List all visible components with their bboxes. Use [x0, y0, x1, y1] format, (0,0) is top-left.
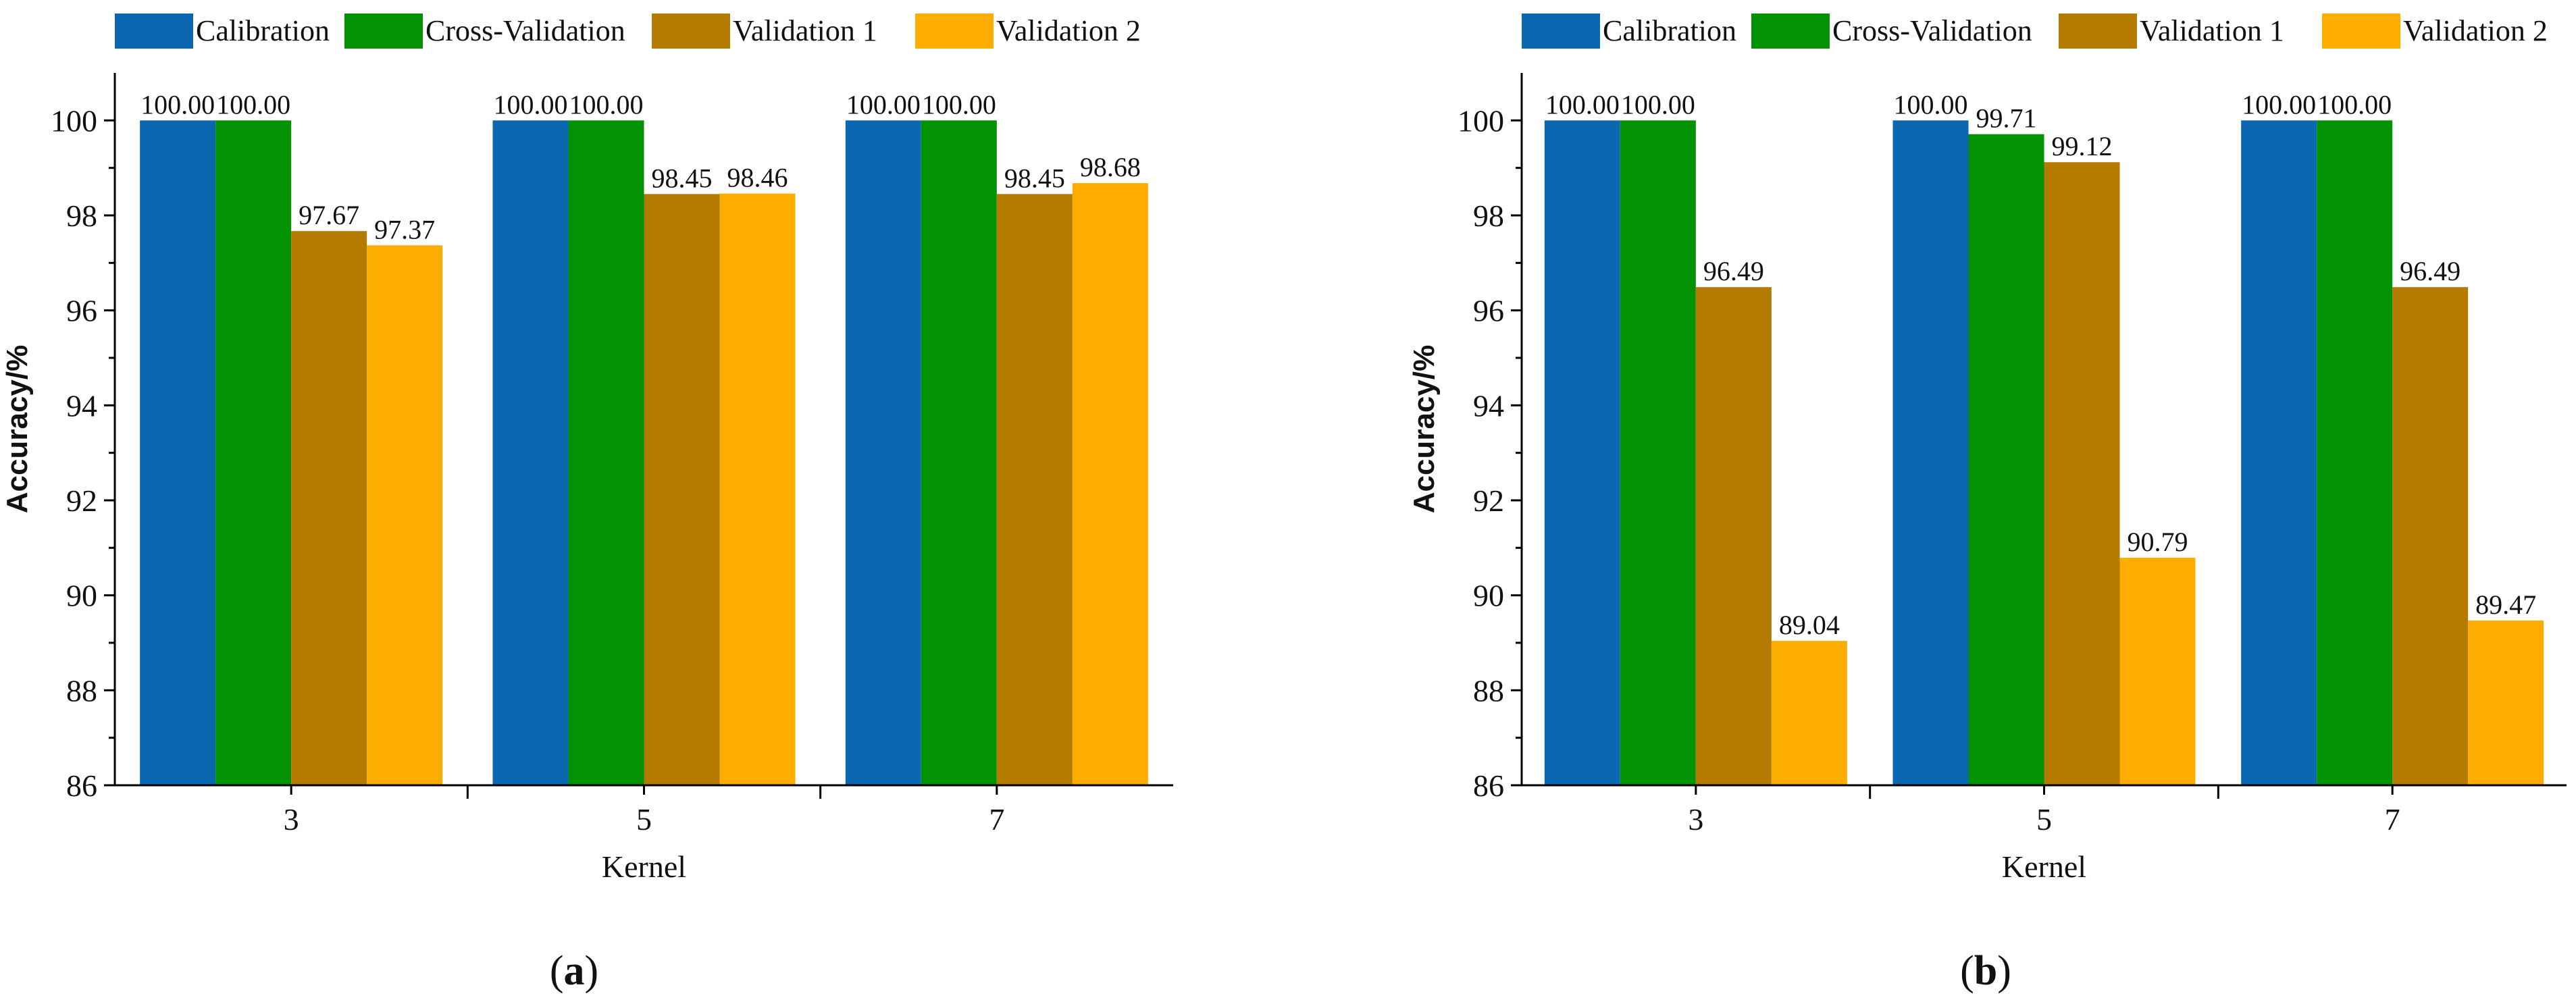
bar-data-label: 99.12 [2052, 131, 2113, 161]
legend-swatch [1751, 14, 1830, 49]
bar-data-label: 98.45 [1004, 163, 1065, 193]
y-tick-label: 92 [1473, 483, 1504, 518]
y-tick-label: 98 [1473, 199, 1504, 233]
x-tick-label: 5 [636, 802, 652, 837]
bar-data-label: 100.00 [1621, 89, 1695, 120]
bar-data-label: 96.49 [1703, 256, 1764, 286]
bar [1072, 183, 1148, 785]
bar-data-label: 100.00 [846, 89, 921, 120]
legend-swatch [115, 14, 193, 49]
bar [367, 245, 443, 785]
y-axis-title: Accuracy/% [1408, 345, 1441, 513]
bar [140, 120, 216, 786]
legend-swatch [2322, 14, 2400, 49]
panel-caption-letter: b [1974, 948, 1997, 994]
bar-data-label: 100.00 [2242, 89, 2316, 120]
panel-caption: (b) [1960, 948, 2011, 994]
legend-swatch [652, 14, 730, 49]
y-tick-label: 88 [1473, 673, 1504, 708]
x-tick-label: 7 [989, 802, 1004, 837]
x-tick-label: 3 [284, 802, 299, 837]
y-tick-label: 98 [66, 199, 97, 233]
chart-panel-a: Calibration Cross-Validation Validation 1 V… [1, 14, 1173, 994]
bar-data-label: 99.71 [1976, 103, 2037, 134]
legend-label: Cross-Validation [1832, 14, 2032, 47]
panel-caption-letter: a [564, 948, 585, 994]
y-tick-label: 94 [1473, 388, 1504, 423]
bar-data-label: 100.00 [1545, 89, 1620, 120]
bar-data-label: 97.67 [299, 200, 359, 230]
bar [1892, 120, 1969, 786]
bar [2317, 120, 2393, 786]
bar-data-label: 100.00 [140, 89, 215, 120]
bar [1968, 134, 2044, 786]
bar [2241, 120, 2317, 786]
bar-data-label: 97.37 [374, 214, 435, 244]
legend-label: Validation 1 [733, 14, 877, 47]
bar [2468, 620, 2544, 785]
y-tick-label: 96 [66, 294, 97, 328]
legend-swatch [1522, 14, 1600, 49]
bar [2119, 558, 2196, 785]
y-tick-label: 90 [66, 579, 97, 613]
bar [2392, 287, 2469, 785]
bar [291, 231, 367, 786]
y-tick-label: 96 [1473, 294, 1504, 328]
bar-data-label: 98.68 [1080, 152, 1141, 182]
y-tick-label: 86 [66, 768, 97, 803]
bar [492, 120, 569, 786]
legend-swatch [344, 14, 423, 49]
bar [1771, 641, 1847, 785]
y-axis-title: Accuracy/% [1, 345, 34, 513]
x-tick-label: 5 [2036, 802, 2052, 837]
bar-data-label: 100.00 [2317, 89, 2392, 120]
x-axis-title: Kernel [2002, 849, 2086, 884]
bar [644, 194, 720, 786]
panel-caption: (a) [550, 948, 598, 994]
bar-data-label: 98.45 [652, 163, 713, 193]
x-axis-title: Kernel [602, 849, 686, 884]
chart-panel-b: Calibration Cross-Validation Validation 1 V… [1408, 14, 2567, 994]
bar-data-label: 100.00 [1894, 89, 1968, 120]
bar [568, 120, 644, 786]
y-tick-label: 100 [51, 103, 97, 138]
x-tick-label: 7 [2385, 802, 2400, 837]
bar [996, 194, 1073, 786]
y-tick-label: 94 [66, 388, 97, 423]
legend-label: Cross-Validation [426, 14, 625, 47]
legend-swatch [2059, 14, 2137, 49]
bar [1695, 287, 1772, 785]
bar [1620, 120, 1696, 786]
bar-data-label: 100.00 [494, 89, 568, 120]
y-tick-label: 90 [1473, 579, 1504, 613]
bar [719, 193, 796, 785]
x-tick-label: 3 [1688, 802, 1703, 837]
legend-swatch [915, 14, 994, 49]
bar-data-label: 100.00 [216, 89, 290, 120]
y-tick-label: 86 [1473, 768, 1504, 803]
legend-label: Validation 2 [2403, 14, 2548, 47]
bar-data-label: 96.49 [2400, 256, 2461, 286]
bar-data-label: 98.46 [727, 163, 788, 193]
legend-label: Validation 2 [996, 14, 1141, 47]
y-tick-label: 88 [66, 673, 97, 708]
y-tick-label: 100 [1458, 103, 1504, 138]
legend-label: Calibration [1603, 14, 1736, 47]
bar [1544, 120, 1620, 786]
bar-data-label: 89.04 [1779, 610, 1840, 640]
bar-data-label: 100.00 [569, 89, 644, 120]
y-tick-label: 92 [66, 483, 97, 518]
legend-label: Validation 1 [2140, 14, 2284, 47]
bar [215, 120, 292, 786]
bar-data-label: 100.00 [922, 89, 996, 120]
bar-data-label: 89.47 [2475, 589, 2536, 620]
bar [2044, 162, 2120, 785]
legend-label: Calibration [196, 14, 330, 47]
bar [921, 120, 997, 786]
bar [845, 120, 921, 786]
bar-data-label: 90.79 [2128, 527, 2188, 557]
